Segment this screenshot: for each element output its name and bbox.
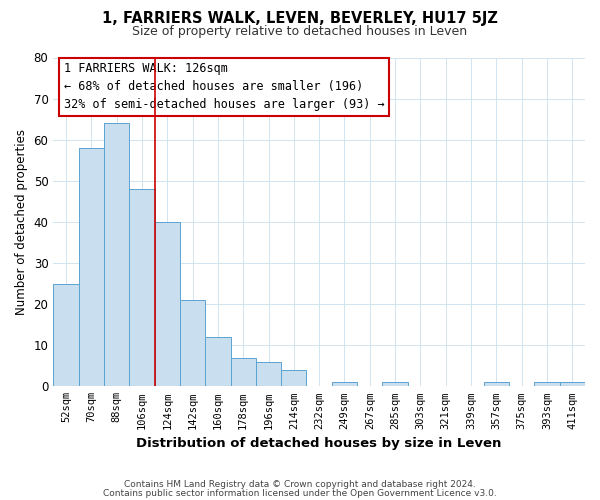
Bar — [230, 358, 256, 386]
Text: 1 FARRIERS WALK: 126sqm
← 68% of detached houses are smaller (196)
32% of semi-d: 1 FARRIERS WALK: 126sqm ← 68% of detache… — [64, 62, 385, 112]
Bar — [256, 362, 281, 386]
Bar — [484, 382, 509, 386]
Bar — [129, 189, 155, 386]
Bar — [104, 124, 129, 386]
Bar — [281, 370, 307, 386]
Text: Size of property relative to detached houses in Leven: Size of property relative to detached ho… — [133, 25, 467, 38]
Y-axis label: Number of detached properties: Number of detached properties — [15, 129, 28, 315]
X-axis label: Distribution of detached houses by size in Leven: Distribution of detached houses by size … — [136, 437, 502, 450]
Bar — [155, 222, 180, 386]
Text: Contains HM Land Registry data © Crown copyright and database right 2024.: Contains HM Land Registry data © Crown c… — [124, 480, 476, 489]
Bar — [79, 148, 104, 386]
Bar — [560, 382, 585, 386]
Bar — [180, 300, 205, 386]
Bar — [332, 382, 357, 386]
Text: 1, FARRIERS WALK, LEVEN, BEVERLEY, HU17 5JZ: 1, FARRIERS WALK, LEVEN, BEVERLEY, HU17 … — [102, 11, 498, 26]
Bar — [535, 382, 560, 386]
Bar — [205, 337, 230, 386]
Bar — [53, 284, 79, 387]
Text: Contains public sector information licensed under the Open Government Licence v3: Contains public sector information licen… — [103, 488, 497, 498]
Bar — [382, 382, 408, 386]
